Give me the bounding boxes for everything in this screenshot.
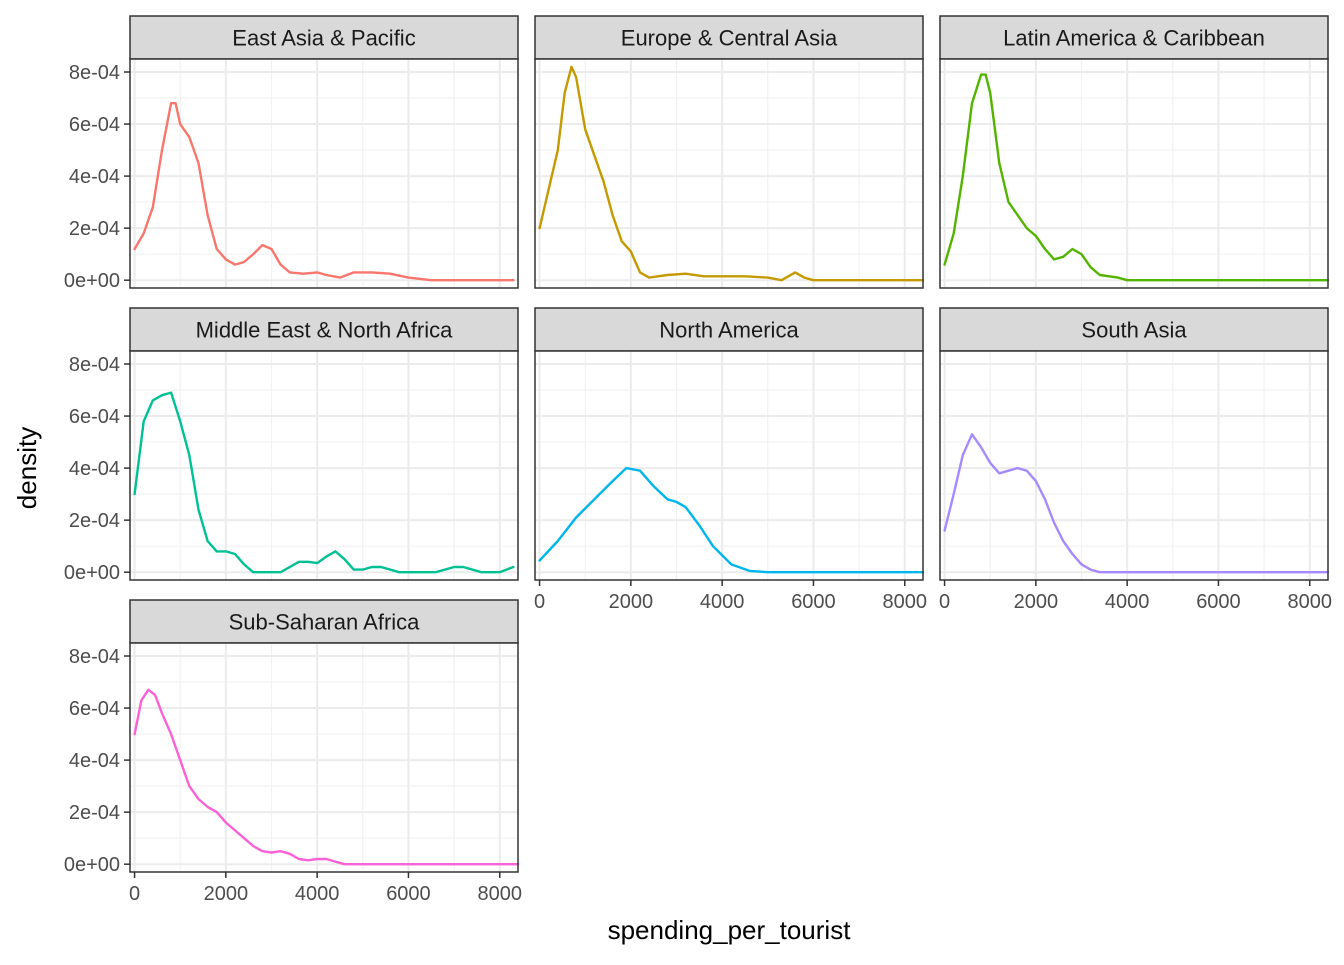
facet-panel-south-asia: South Asia 0 2000 4000 6000 8000 xyxy=(939,307,1332,613)
facet-strip-label: North America xyxy=(659,318,799,343)
density-line-south-asia xyxy=(943,433,1330,574)
y-tick-label: 4e-04 xyxy=(69,458,120,480)
panel-border xyxy=(534,350,924,581)
facet-panels: East Asia & Pacific 0e+00 2e-04 4e-04 6e-04 8… xyxy=(64,15,1332,905)
x-tick-label: 2000 xyxy=(204,883,249,905)
y-tick-label: 4e-04 xyxy=(69,750,120,772)
y-tick-label: 0e+00 xyxy=(64,562,120,584)
facet-panel-sub-saharan-africa: Sub-Saharan Africa 0e+00 2e-04 4e-04 6e-04 8e… xyxy=(64,599,522,905)
facet-strip-label: South Asia xyxy=(1081,318,1187,343)
x-tick-label: 6000 xyxy=(791,591,836,613)
x-tick-label: 6000 xyxy=(386,883,431,905)
x-tick-label: 4000 xyxy=(1105,591,1150,613)
y-tick-label: 6e-04 xyxy=(69,114,120,136)
density-line-middle-east-and-north-africa xyxy=(133,391,515,574)
panel-border xyxy=(129,58,519,289)
facet-strip-label: Latin America & Caribbean xyxy=(1003,26,1265,51)
facet-panel-east-asia-and-pacific: East Asia & Pacific 0e+00 2e-04 4e-04 6e-04 8… xyxy=(64,15,519,292)
y-tick-label: 0e+00 xyxy=(64,854,120,876)
facet-panel-north-america: North America 0 2000 4000 6000 8000 xyxy=(534,307,927,613)
facet-strip xyxy=(534,307,924,352)
panel-border xyxy=(129,642,519,873)
facet-strip xyxy=(534,15,924,60)
facet-strip xyxy=(939,307,1329,352)
y-tick-label: 4e-04 xyxy=(69,166,120,188)
y-tick-label: 0e+00 xyxy=(64,270,120,292)
facet-strip xyxy=(939,15,1329,60)
facet-strip-label: Sub-Saharan Africa xyxy=(229,610,421,635)
x-tick-label: 8000 xyxy=(1287,591,1332,613)
y-tick-label: 8e-04 xyxy=(69,354,120,376)
x-tick-label: 4000 xyxy=(700,591,745,613)
panel-background xyxy=(130,643,518,872)
x-tick-label: 6000 xyxy=(1196,591,1241,613)
density-line-sub-saharan-africa xyxy=(133,688,520,866)
panel-border xyxy=(534,58,924,289)
y-tick-label: 8e-04 xyxy=(69,646,120,668)
x-tick-label: 2000 xyxy=(1014,591,1059,613)
x-tick-label: 0 xyxy=(939,591,950,613)
y-tick-label: 8e-04 xyxy=(69,62,120,84)
x-axis-title: spending_per_tourist xyxy=(608,915,852,945)
facet-strip-label: East Asia & Pacific xyxy=(232,26,415,51)
facet-panel-europe-and-central-asia: Europe & Central Asia xyxy=(534,15,925,289)
facet-strip-label: Europe & Central Asia xyxy=(621,26,838,51)
x-tick-label: 4000 xyxy=(295,883,340,905)
y-tick-label: 2e-04 xyxy=(69,218,120,240)
panel-background xyxy=(940,351,1328,580)
facet-panel-latin-america-and-caribbean: Latin America & Caribbean xyxy=(939,15,1330,289)
panel-border xyxy=(939,58,1329,289)
x-tick-label: 2000 xyxy=(609,591,654,613)
y-tick-label: 6e-04 xyxy=(69,698,120,720)
x-tick-label: 8000 xyxy=(882,591,927,613)
y-tick-label: 6e-04 xyxy=(69,406,120,428)
panel-background xyxy=(130,59,518,288)
facet-strip xyxy=(129,307,519,352)
facet-panel-middle-east-and-north-africa: Middle East & North Africa 0e+00 2e-04 4e-0… xyxy=(64,307,519,584)
y-tick-label: 2e-04 xyxy=(69,802,120,824)
panel-background xyxy=(535,351,923,580)
x-tick-label: 0 xyxy=(129,883,140,905)
panel-border xyxy=(939,350,1329,581)
facet-strip-label: Middle East & North Africa xyxy=(196,318,454,343)
x-tick-label: 8000 xyxy=(477,883,522,905)
density-line-latin-america-and-caribbean xyxy=(943,73,1330,282)
density-line-north-america xyxy=(538,466,925,574)
panel-background xyxy=(130,351,518,580)
facet-strip xyxy=(129,15,519,60)
density-line-europe-and-central-asia xyxy=(538,65,925,282)
panel-background xyxy=(940,59,1328,288)
y-tick-label: 2e-04 xyxy=(69,510,120,532)
x-tick-label: 0 xyxy=(534,591,545,613)
panel-border xyxy=(129,350,519,581)
density-line-east-asia-and-pacific xyxy=(133,102,515,282)
y-axis-title: density xyxy=(12,427,42,509)
